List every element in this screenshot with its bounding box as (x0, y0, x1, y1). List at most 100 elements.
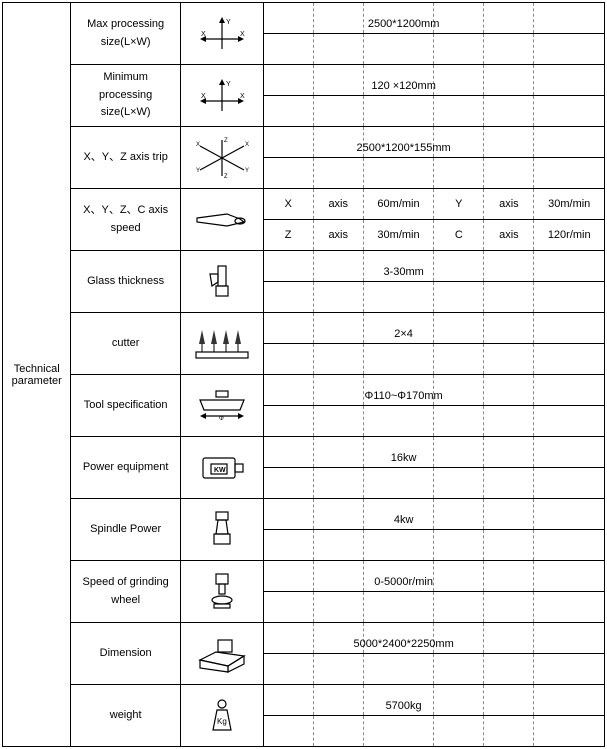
param-value-subcell (313, 530, 363, 561)
param-value-cell: axis (484, 189, 534, 220)
param-value-cell: axis (484, 220, 534, 251)
param-label: cutter (71, 313, 180, 375)
param-value-subcell (484, 592, 534, 623)
param-value-subcell (363, 592, 434, 623)
param-value-subcell (313, 158, 363, 189)
param-value-subcell (434, 65, 484, 96)
param-value-subcell (434, 623, 484, 654)
param-value-cell: Y (434, 189, 484, 220)
param-value-subcell (313, 716, 363, 747)
param-value-subcell (363, 623, 434, 654)
svg-text:Kg: Kg (217, 717, 227, 726)
param-value-subcell (484, 3, 534, 34)
param-value-subcell (263, 158, 313, 189)
param-value-subcell (484, 344, 534, 375)
param-label: Max processing size(L×W) (71, 3, 180, 65)
param-value-subcell (484, 499, 534, 530)
svg-text:X: X (240, 31, 245, 38)
param-value-subcell: 2500*1200mm (263, 3, 313, 34)
param-value-subcell (363, 437, 434, 468)
param-value-subcell (534, 96, 605, 127)
param-label: weight (71, 685, 180, 747)
param-value-subcell (363, 313, 434, 344)
svg-text:Y: Y (226, 19, 231, 26)
svg-text:Y: Y (196, 168, 200, 174)
param-value-subcell (263, 34, 313, 65)
param-value-subcell (484, 437, 534, 468)
param-label: Tool specification (71, 375, 180, 437)
param-value-subcell (434, 716, 484, 747)
param-value-subcell (484, 127, 534, 158)
param-value-subcell (313, 561, 363, 592)
param-value-subcell (313, 499, 363, 530)
param-value-subcell (434, 251, 484, 282)
param-value-subcell (434, 530, 484, 561)
param-value-subcell (313, 65, 363, 96)
param-icon-axes-xy: Y X X (180, 3, 263, 65)
param-value-subcell (263, 468, 313, 499)
param-value-subcell (313, 34, 363, 65)
param-value-subcell (263, 96, 313, 127)
param-value-subcell (534, 158, 605, 189)
svg-text:Y: Y (245, 168, 249, 174)
param-value-subcell (534, 251, 605, 282)
param-value-subcell: 2×4 (263, 313, 313, 344)
param-value-subcell (313, 406, 363, 437)
param-value-subcell (313, 96, 363, 127)
param-value-subcell (434, 96, 484, 127)
param-value-subcell (534, 623, 605, 654)
param-label: X、Y、Z、C axis speed (71, 189, 180, 251)
param-value-subcell (313, 127, 363, 158)
param-value-subcell (363, 499, 434, 530)
param-value-subcell (484, 716, 534, 747)
param-value-subcell (484, 313, 534, 344)
param-value-subcell (313, 375, 363, 406)
param-value-subcell (313, 685, 363, 716)
param-value-cell: 60m/min (363, 189, 434, 220)
param-value-subcell: 2500*1200*155mm (263, 127, 313, 158)
param-icon-spindle-tool (180, 189, 263, 251)
param-value-subcell (313, 654, 363, 685)
param-value-subcell: Φ110~Φ170mm (263, 375, 313, 406)
param-icon-axes-xyz: X X Y Y Z Z (180, 127, 263, 189)
param-value-subcell (363, 406, 434, 437)
param-value-subcell (363, 375, 434, 406)
param-value-subcell: 3-30mm (263, 251, 313, 282)
param-value-cell: 30m/min (363, 220, 434, 251)
param-value-subcell (363, 3, 434, 34)
param-value-subcell (484, 530, 534, 561)
param-value-subcell (484, 468, 534, 499)
svg-text:X: X (201, 31, 206, 38)
param-value-subcell (363, 65, 434, 96)
param-value-subcell (434, 406, 484, 437)
param-value-subcell (263, 406, 313, 437)
param-value-subcell (484, 685, 534, 716)
param-value-subcell (534, 65, 605, 96)
param-value-cell: C (434, 220, 484, 251)
param-label: X、Y、Z axis trip (71, 127, 180, 189)
param-value-subcell (534, 406, 605, 437)
param-value-subcell (363, 158, 434, 189)
param-icon-grinding (180, 561, 263, 623)
param-value-cell: 120r/min (534, 220, 605, 251)
param-value-subcell (434, 592, 484, 623)
param-value-subcell (363, 530, 434, 561)
param-value-subcell (434, 127, 484, 158)
param-value-subcell (484, 96, 534, 127)
param-value-subcell: 120 ×120mm (263, 65, 313, 96)
param-label: Power equipment (71, 437, 180, 499)
param-value-subcell (263, 282, 313, 313)
param-value-subcell (263, 716, 313, 747)
param-value-subcell (363, 654, 434, 685)
param-value-subcell (313, 623, 363, 654)
param-value-subcell (313, 437, 363, 468)
param-value-subcell: 5000*2400*2250mm (263, 623, 313, 654)
param-label: Spindle Power (71, 499, 180, 561)
param-value-subcell (534, 127, 605, 158)
svg-text:Z: Z (224, 174, 228, 180)
param-value-subcell (534, 592, 605, 623)
param-value-subcell (534, 313, 605, 344)
param-value-subcell (534, 375, 605, 406)
param-value-subcell (363, 251, 434, 282)
param-value-subcell (263, 654, 313, 685)
